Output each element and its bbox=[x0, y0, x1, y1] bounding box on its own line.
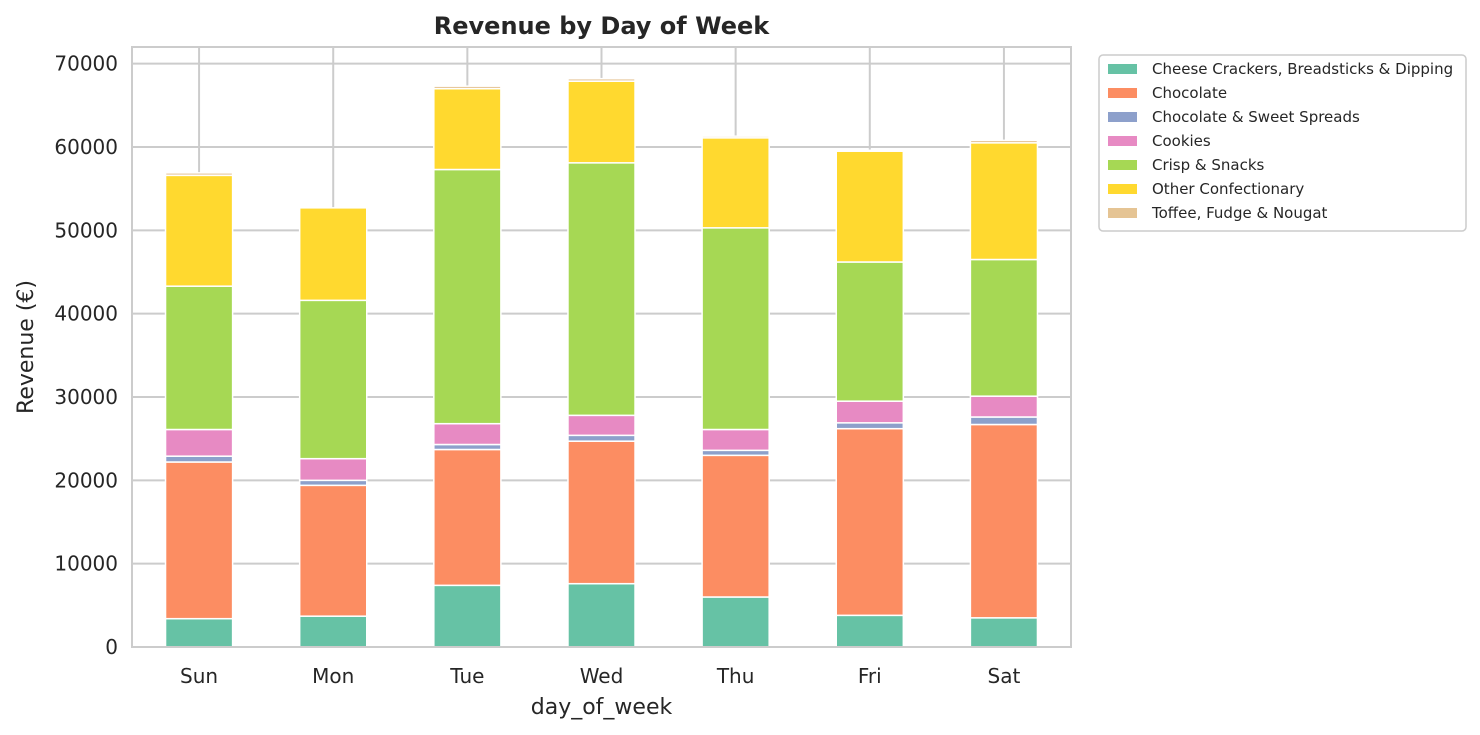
legend: Cheese Crackers, Breadsticks & Dipping Ch… bbox=[1098, 54, 1467, 232]
bar-segment bbox=[835, 261, 905, 402]
bar-segment bbox=[433, 85, 502, 90]
legend-swatch bbox=[1108, 112, 1137, 122]
legend-swatch bbox=[1108, 88, 1137, 98]
legend-swatch bbox=[1108, 160, 1137, 170]
y-tick-label: 30000 bbox=[54, 385, 118, 409]
bar-segment bbox=[433, 422, 502, 446]
y-tick-label: 10000 bbox=[54, 552, 118, 576]
bar-segment bbox=[433, 443, 502, 451]
bar-segment bbox=[969, 142, 1039, 261]
legend-entry: Cookies bbox=[1152, 132, 1211, 150]
x-tick-label: Sun bbox=[180, 664, 218, 688]
x-tick-label: Tue bbox=[449, 664, 484, 688]
bar-segment bbox=[835, 422, 905, 430]
bar-segment bbox=[835, 150, 905, 263]
bar-segment bbox=[701, 428, 770, 452]
bar-segment bbox=[164, 285, 234, 431]
legend-entry: Chocolate & Sweet Spreads bbox=[1152, 108, 1360, 126]
bar-segment bbox=[567, 77, 636, 82]
bar-segment bbox=[969, 395, 1039, 418]
bar-segment bbox=[164, 428, 234, 457]
bar-segment bbox=[164, 461, 234, 620]
legend-entry: Other Confectionary bbox=[1152, 180, 1304, 198]
legend-swatch bbox=[1108, 184, 1137, 194]
x-axis-label: day_of_week bbox=[531, 695, 673, 720]
legend-entry: Crisp & Snacks bbox=[1152, 156, 1265, 174]
y-axis-label: Revenue (€) bbox=[14, 280, 39, 414]
bar-segment bbox=[835, 614, 905, 648]
x-tick-label: Wed bbox=[580, 664, 624, 688]
bar-segment bbox=[701, 596, 770, 648]
bar-segment bbox=[969, 617, 1039, 648]
bar-segment bbox=[298, 207, 368, 302]
legend-swatch bbox=[1108, 136, 1137, 146]
x-tick-label: Mon bbox=[312, 664, 354, 688]
bars bbox=[164, 77, 1039, 648]
y-tick-label: 50000 bbox=[54, 218, 118, 242]
legend-entry: Toffee, Fudge & Nougat bbox=[1151, 204, 1328, 222]
bar-segment bbox=[567, 162, 636, 417]
bar-segment bbox=[567, 434, 636, 442]
legend-swatch bbox=[1108, 208, 1137, 218]
bar-segment bbox=[835, 149, 905, 152]
bar-segment bbox=[701, 135, 770, 139]
x-axis: Sun Mon Tue Wed Thu Fri Sat bbox=[180, 664, 1020, 688]
bar-segment bbox=[835, 427, 905, 617]
bar-segment bbox=[567, 80, 636, 164]
plot-area-frame bbox=[131, 46, 1072, 648]
x-tick-label: Fri bbox=[858, 664, 882, 688]
bar-segment bbox=[164, 174, 234, 287]
bar-segment bbox=[433, 584, 502, 648]
x-tick-label: Sat bbox=[988, 664, 1021, 688]
bar-segment bbox=[433, 168, 502, 425]
bar-segment bbox=[298, 479, 368, 487]
x-tick-label: Thu bbox=[716, 664, 755, 688]
bar-segment bbox=[969, 258, 1039, 397]
y-tick-label: 20000 bbox=[54, 468, 118, 492]
bar-segment bbox=[567, 414, 636, 437]
y-tick-label: 70000 bbox=[54, 52, 118, 76]
bar-segment bbox=[969, 416, 1039, 426]
legend-entry: Chocolate bbox=[1152, 84, 1227, 102]
bar-segment bbox=[567, 440, 636, 585]
bar-segment bbox=[433, 87, 502, 171]
bar-segment bbox=[835, 400, 905, 424]
bar-segment bbox=[701, 454, 770, 598]
bar-segment bbox=[969, 139, 1039, 144]
legend-swatch bbox=[1108, 64, 1137, 74]
y-tick-label: 40000 bbox=[54, 302, 118, 326]
bar-segment bbox=[164, 455, 234, 463]
legend-frame bbox=[1098, 54, 1467, 232]
bar-segment bbox=[298, 299, 368, 460]
bar-segment bbox=[701, 449, 770, 457]
y-axis: 0 10000 20000 30000 40000 50000 60000 70000 bbox=[54, 52, 118, 659]
chart-title: Revenue by Day of Week bbox=[434, 12, 771, 40]
bar-segment bbox=[298, 615, 368, 648]
y-tick-label: 60000 bbox=[54, 135, 118, 159]
legend-entry: Cheese Crackers, Breadsticks & Dipping bbox=[1152, 60, 1453, 78]
bar-segment bbox=[567, 582, 636, 648]
bar-segment bbox=[164, 617, 234, 648]
bar-segment bbox=[298, 457, 368, 482]
bar-segment bbox=[701, 227, 770, 431]
bar-segment bbox=[969, 423, 1039, 619]
bar-segment bbox=[164, 172, 234, 177]
bar-segment bbox=[433, 448, 502, 587]
bar-segment bbox=[701, 137, 770, 229]
y-tick-label: 0 bbox=[105, 635, 118, 659]
bar-segment bbox=[298, 484, 368, 617]
